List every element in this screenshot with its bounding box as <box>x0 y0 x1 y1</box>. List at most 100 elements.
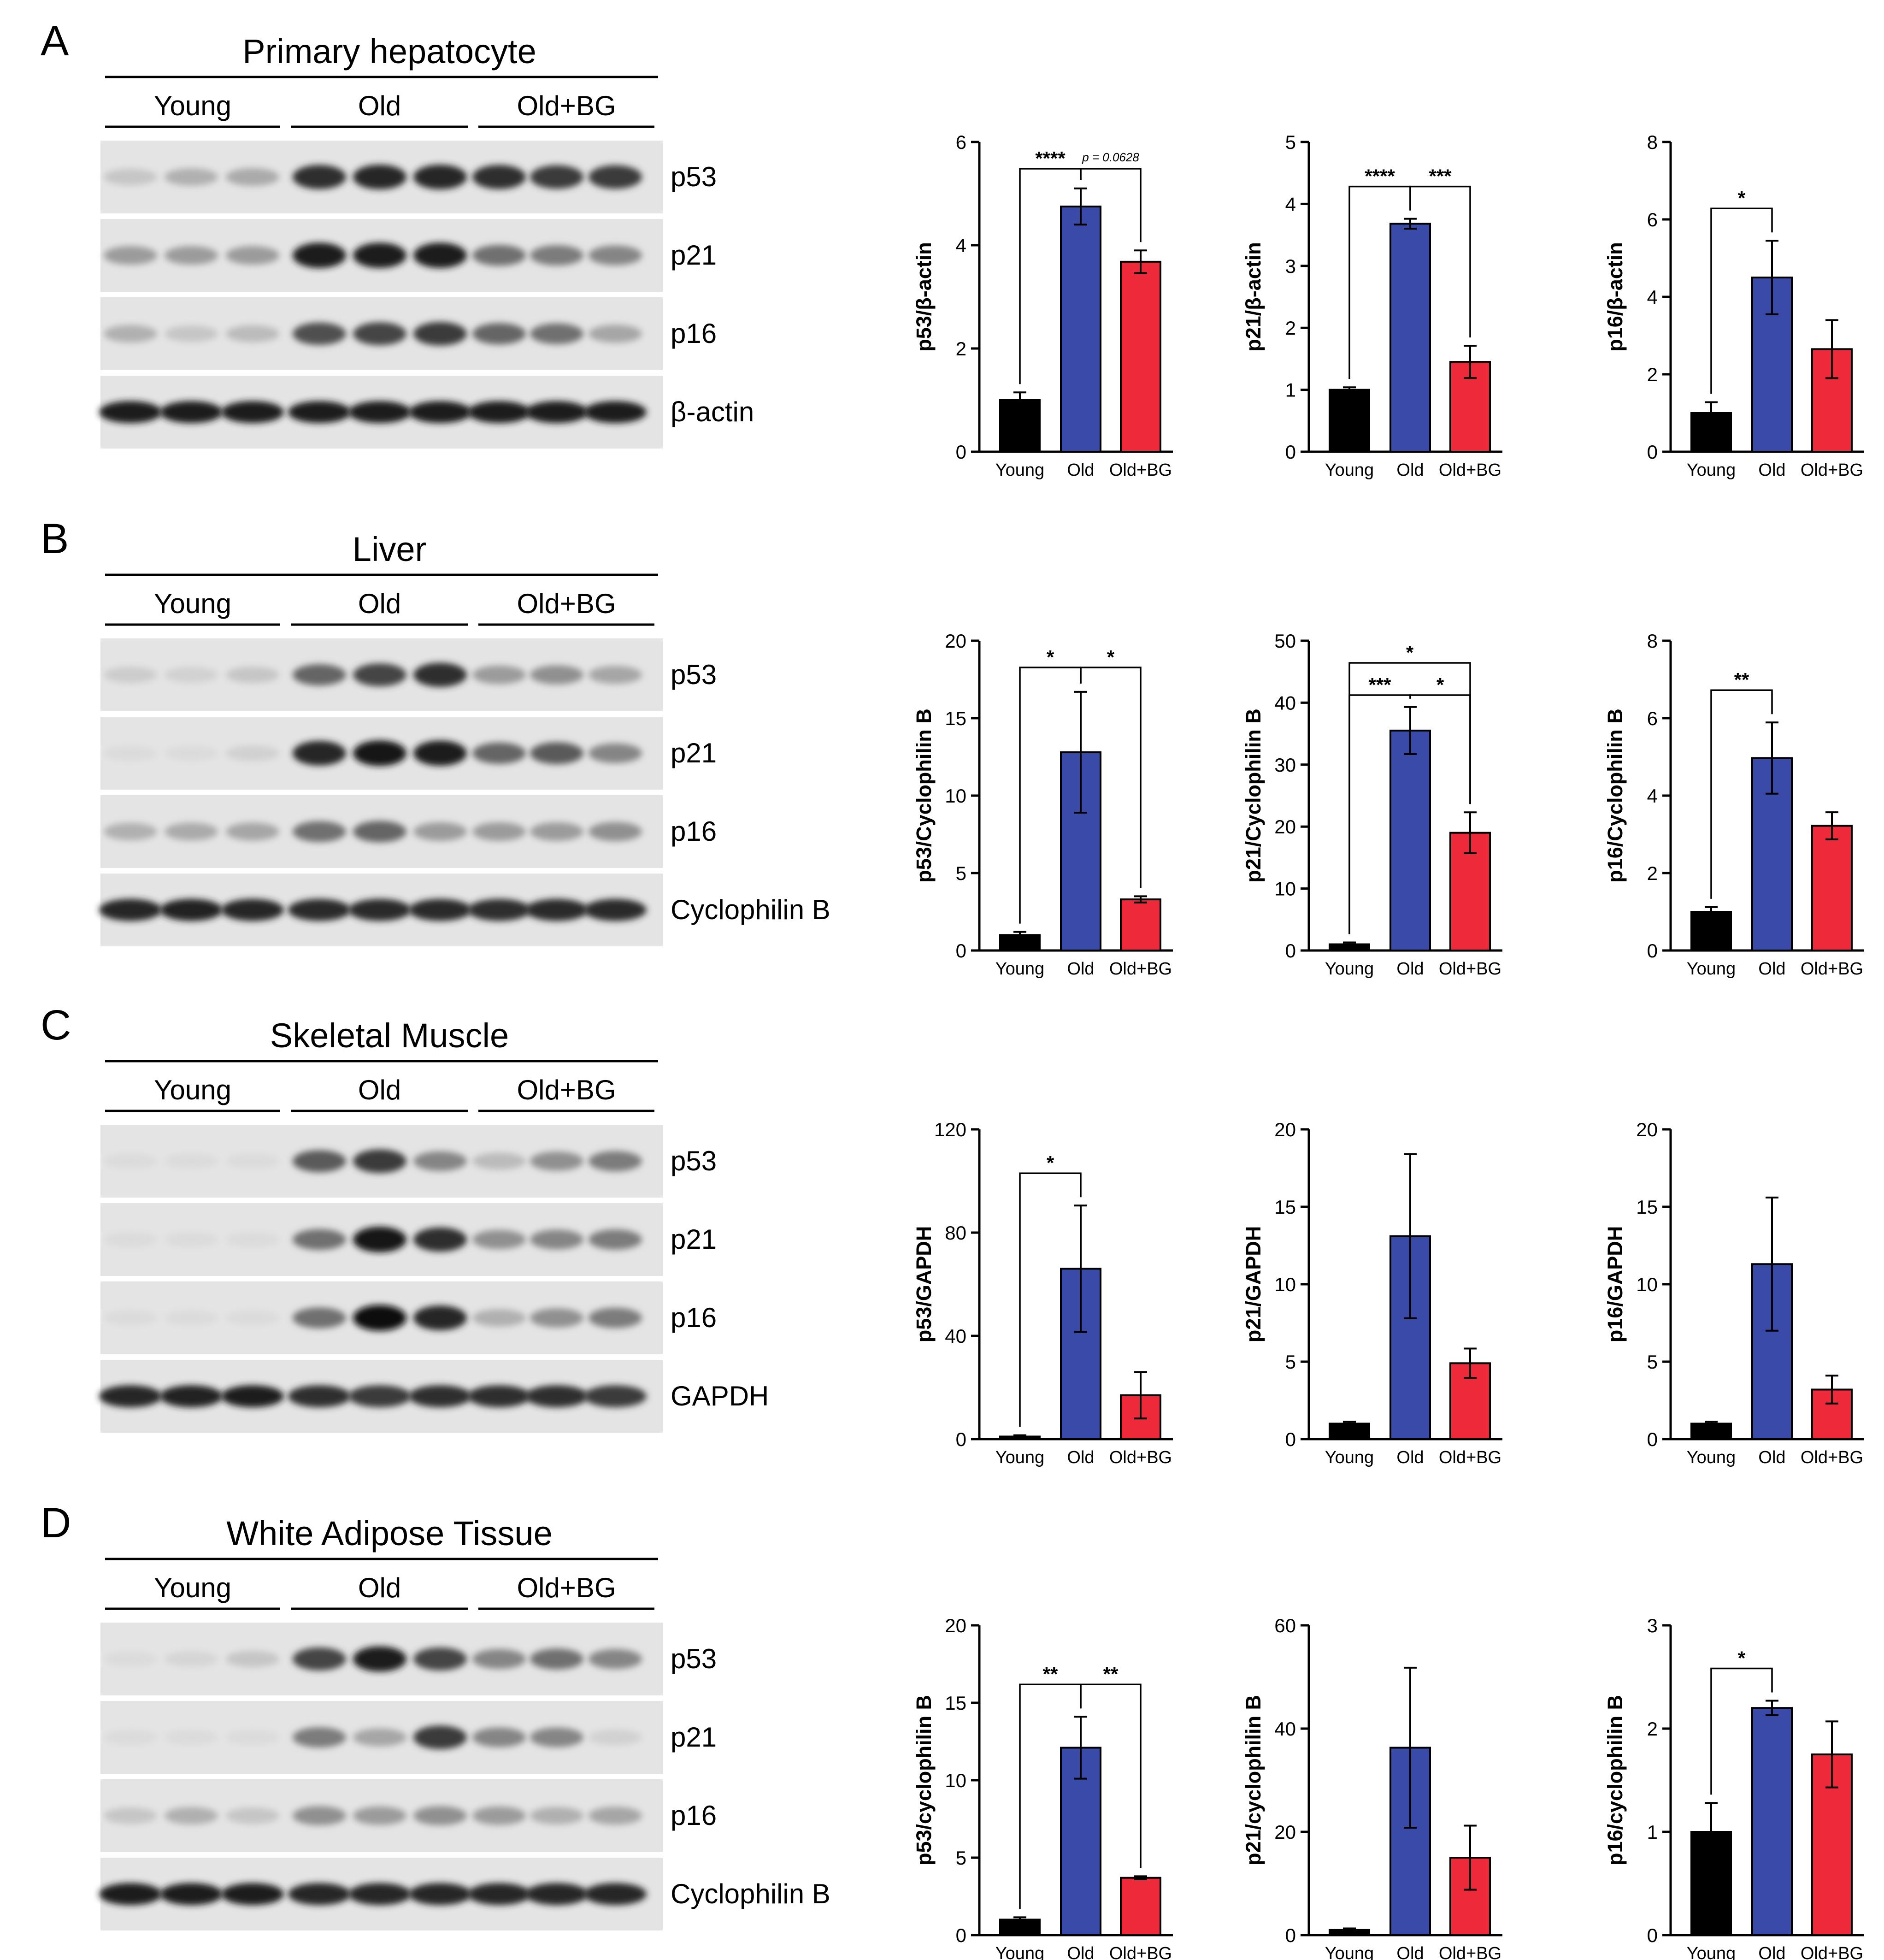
bar-chart: 0 5 10 15 20 p21/GAPDH Young Old Old+BG <box>1242 1119 1502 1467</box>
bar-chart: 0 5 10 15 20 p16/GAPDH Young Old Old+BG <box>1603 1119 1864 1467</box>
y-axis-label: p16/GAPDH <box>1603 1226 1627 1343</box>
y-tick-label: 15 <box>1636 1196 1658 1218</box>
bar <box>1329 389 1370 453</box>
bar-chart: 0 2 4 6 p53/β-actin Young Old Old+BG **** p = 0.0… <box>912 131 1173 480</box>
group-label: Old <box>358 90 401 121</box>
blot-band <box>165 1730 218 1745</box>
x-category-label: Old <box>1067 460 1094 480</box>
group-label: Young <box>154 588 231 619</box>
blot-band <box>353 1728 406 1747</box>
significance-label: ** <box>1103 1663 1119 1685</box>
blot-strip <box>100 717 663 790</box>
blot-band <box>584 401 647 423</box>
bar-chart: 0 20 40 60 p21/cyclophilin B Young Old Old+BG <box>1242 1615 1502 1960</box>
significance-label: * <box>1047 646 1054 668</box>
x-category-label: Young <box>995 1944 1044 1960</box>
blot-strip <box>100 1203 663 1276</box>
bar <box>1389 223 1431 453</box>
y-tick-label: 4 <box>1647 785 1658 807</box>
x-category-label: Old+BG <box>1801 959 1863 979</box>
blot-band <box>413 1227 467 1252</box>
blot-band <box>530 1648 583 1670</box>
y-tick-label: 3 <box>1647 1615 1658 1636</box>
blot-band <box>589 165 642 189</box>
significance-label: p = 0.0628 <box>1082 150 1139 164</box>
significance-label: **** <box>1035 148 1066 169</box>
y-tick-label: 10 <box>945 785 966 807</box>
blot-strip <box>100 795 663 868</box>
significance-bracket <box>1710 1667 1773 1795</box>
blot-band <box>293 1727 346 1747</box>
x-category-label: Old <box>1067 1448 1094 1467</box>
blot-band <box>348 899 411 921</box>
bar <box>1120 898 1161 951</box>
y-tick-label: 5 <box>956 862 966 884</box>
y-tick-label: 10 <box>1274 878 1296 900</box>
blot-band <box>353 1227 406 1252</box>
bar <box>1690 911 1732 951</box>
significance-bracket <box>1080 667 1142 888</box>
y-axis-label: p53/cyclophilin B <box>912 1695 936 1866</box>
blot-band <box>589 822 642 841</box>
blot-band <box>221 1883 284 1905</box>
blot-band <box>589 1229 642 1250</box>
y-tick-label: 60 <box>1274 1615 1296 1636</box>
y-axis-label: p21/GAPDH <box>1242 1226 1265 1343</box>
y-tick-label: 2 <box>1285 317 1296 339</box>
blot-band <box>226 1730 279 1745</box>
blot-band <box>221 401 284 423</box>
blot-band <box>348 1385 411 1407</box>
y-tick-label: 20 <box>1636 1119 1658 1140</box>
blot-band <box>525 1883 588 1905</box>
y-tick-label: 0 <box>1285 441 1296 463</box>
x-category-label: Young <box>1687 460 1736 480</box>
blot-band <box>472 742 526 764</box>
x-category-label: Old+BG <box>1109 1448 1172 1467</box>
blot-band <box>293 664 346 686</box>
y-tick-label: 10 <box>1636 1274 1658 1295</box>
blot-band <box>472 245 526 266</box>
blot-band <box>472 822 526 841</box>
blot-band <box>221 1385 284 1407</box>
y-axis-label: p21/Cyclophilin B <box>1242 708 1265 883</box>
y-tick-label: 0 <box>956 1925 966 1946</box>
significance-bracket <box>1080 168 1142 242</box>
group-label: Old+BG <box>517 1074 616 1105</box>
y-tick-label: 15 <box>945 1692 966 1714</box>
x-category-label: Old+BG <box>1439 1448 1501 1467</box>
x-category-label: Old+BG <box>1801 460 1863 480</box>
y-tick-label: 5 <box>1285 131 1296 153</box>
blot-band <box>293 1806 346 1825</box>
blot-band <box>589 1151 642 1171</box>
y-tick-label: 0 <box>1285 1429 1296 1450</box>
y-tick-label: 5 <box>1285 1351 1296 1373</box>
group-label: Young <box>154 1572 231 1603</box>
y-tick-label: 0 <box>956 1429 966 1450</box>
blot-band <box>472 1727 526 1747</box>
y-axis-label: p53/β-actin <box>912 242 936 352</box>
significance-bracket <box>1019 1172 1082 1427</box>
blot-band <box>165 1153 218 1169</box>
blot-band <box>348 401 411 423</box>
blot-band <box>413 242 467 268</box>
blot-band <box>530 1807 583 1824</box>
blot-band <box>413 1806 467 1825</box>
blot-band <box>589 743 642 763</box>
blot-strip <box>99 874 663 946</box>
blot-band <box>226 1651 279 1667</box>
blot-strip <box>100 638 663 711</box>
y-tick-label: 30 <box>1274 754 1296 776</box>
blot-band <box>472 323 526 345</box>
blot-band <box>160 1385 223 1407</box>
group-label: Old <box>358 1572 401 1603</box>
bar-chart: 0 2 4 6 8 p16/β-actin Young Old Old+BG * <box>1603 131 1864 480</box>
significance-label: * <box>1107 646 1115 668</box>
blot-band <box>293 741 346 766</box>
blot-band <box>413 1305 467 1330</box>
bar-chart: 0 5 10 15 20 p53/cyclophilin B Young Old Old+BG *… <box>912 1615 1173 1960</box>
blot-band <box>99 899 162 921</box>
blot-title: White Adipose Tissue <box>226 1514 552 1553</box>
blot-band <box>160 899 223 921</box>
x-category-label: Old <box>1758 460 1785 480</box>
